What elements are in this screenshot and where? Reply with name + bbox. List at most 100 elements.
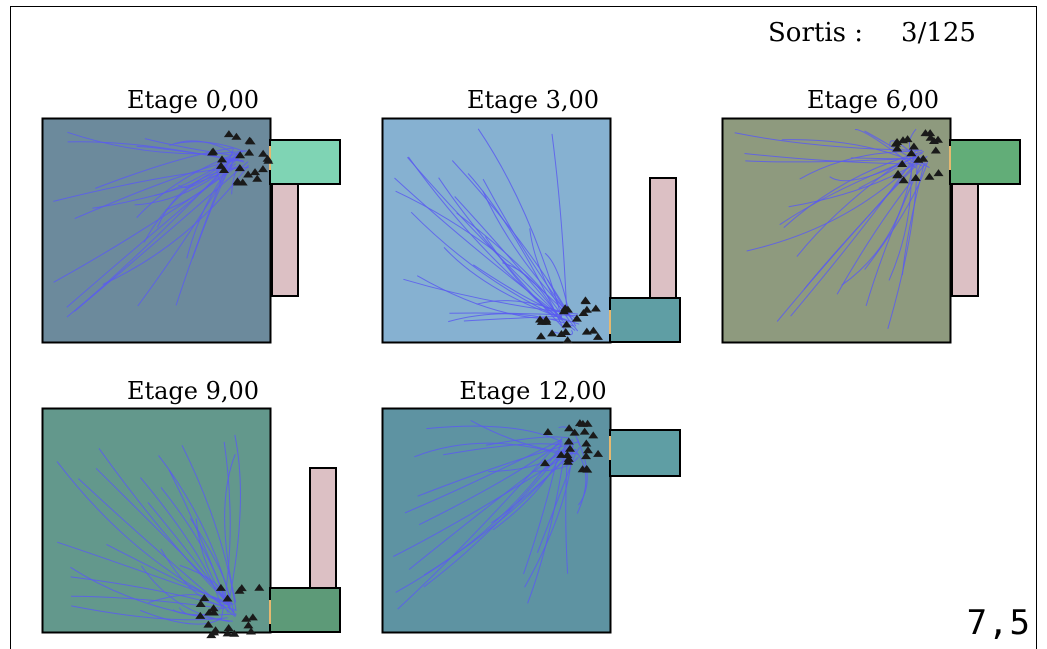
agent-trail	[78, 478, 236, 618]
stair-corridor	[271, 183, 299, 297]
agent-trail	[136, 145, 244, 162]
agent-trail	[482, 190, 572, 317]
agent-trail	[231, 164, 240, 195]
agent-trail	[484, 236, 563, 320]
evacuee-agent	[561, 320, 572, 328]
evacuee-agent	[898, 176, 909, 184]
agent-trail	[449, 312, 577, 317]
agent-trail	[95, 467, 233, 606]
evacuee-agent	[893, 169, 904, 177]
agent-trail	[140, 609, 221, 625]
agent-trail	[70, 566, 233, 622]
evacuee-agent	[540, 459, 551, 467]
agent-trail	[799, 150, 914, 180]
stair-landing	[269, 587, 341, 633]
agent-trail	[169, 140, 240, 157]
evacuee-agent	[920, 129, 931, 137]
agent-trail	[407, 156, 563, 319]
evacuee-agent	[215, 583, 226, 591]
agent-trail	[224, 454, 237, 603]
floor-plan	[41, 117, 341, 344]
floor-plan	[381, 407, 681, 634]
agent-trail	[186, 165, 232, 259]
stair-corridor	[951, 183, 979, 297]
agent-trail	[524, 442, 574, 588]
agent-trail	[417, 441, 579, 497]
evacuee-agent	[236, 584, 247, 592]
evacuee-agent	[581, 327, 592, 335]
evacuee-agent	[195, 611, 206, 619]
evacuee-agent	[588, 431, 599, 439]
elapsed-time: 7,5	[966, 603, 1031, 643]
evacuee-agent	[233, 178, 244, 186]
agent-trail	[781, 139, 924, 167]
stair-landing	[609, 429, 681, 477]
stair-corridor	[309, 467, 337, 589]
agent-trail	[477, 128, 563, 319]
floor-plan	[721, 117, 1021, 344]
evacuee-agent	[928, 137, 939, 145]
evacuee-agent	[581, 439, 592, 447]
agent-trail	[490, 452, 573, 524]
room-area	[41, 407, 272, 634]
agent-trail	[71, 605, 228, 621]
evacuee-agent	[536, 332, 547, 340]
evacuee-agent	[252, 174, 263, 182]
evacuee-agent	[222, 594, 233, 602]
agent-trail	[74, 161, 249, 312]
agent-trail	[410, 211, 570, 323]
evacuee-agent	[203, 620, 214, 628]
evacuee-agent	[204, 608, 215, 616]
agent-trail	[181, 445, 237, 611]
evacuee-agent	[250, 168, 261, 176]
evacuee-agent	[247, 613, 258, 621]
agent-trail	[70, 576, 237, 611]
evacuee-agent	[560, 328, 571, 336]
simulation-frame	[10, 6, 1037, 649]
evacuee-agent	[588, 326, 599, 334]
agent-trail	[418, 440, 563, 526]
evacuee-agent	[235, 151, 246, 159]
agent-trail	[448, 313, 574, 327]
evacuee-agent	[898, 136, 909, 144]
evacuee-agent	[930, 146, 941, 154]
agent-trail	[527, 449, 566, 604]
evacuee-agent	[547, 329, 558, 337]
agent-trail	[776, 155, 924, 322]
agent-trail	[488, 442, 573, 473]
stair-landing	[269, 139, 341, 185]
evacuee-agent	[918, 154, 929, 162]
agent-trail	[532, 456, 579, 472]
evacuee-agent	[217, 155, 228, 163]
evacuee-agent	[897, 160, 908, 168]
exited-value: 3/125	[901, 18, 976, 48]
evacuee-agent	[195, 600, 206, 608]
exited-counter: Sortis : 3/125	[768, 18, 976, 48]
evacuee-agent	[910, 174, 921, 182]
agent-trail	[573, 448, 587, 514]
evacuee-agent	[258, 149, 269, 157]
evacuee-agent	[257, 165, 268, 173]
agent-trail	[56, 461, 230, 606]
agent-trail	[140, 477, 223, 609]
evacuee-agent	[906, 149, 917, 157]
stair-landing	[949, 139, 1021, 185]
agent-trail	[53, 167, 232, 202]
agent-trail	[160, 487, 227, 606]
evacuee-agent	[243, 621, 254, 629]
agent-trail	[864, 161, 929, 270]
evacuee-agent	[564, 444, 575, 452]
agent-trail	[395, 190, 573, 320]
evacuee-agent	[924, 172, 935, 180]
evacuee-agent	[582, 446, 593, 454]
exited-label: Sortis :	[768, 18, 864, 48]
evacuee-agent	[556, 329, 567, 337]
evacuee-agent	[208, 604, 219, 612]
floor-title: Etage 3,00	[466, 86, 600, 114]
evacuee-agent	[564, 424, 575, 432]
agent-trail	[407, 156, 576, 331]
agent-trail	[744, 153, 914, 165]
evacuee-agent	[234, 164, 245, 172]
evacuee-agent	[262, 154, 273, 162]
evacuee-agent	[580, 297, 591, 305]
